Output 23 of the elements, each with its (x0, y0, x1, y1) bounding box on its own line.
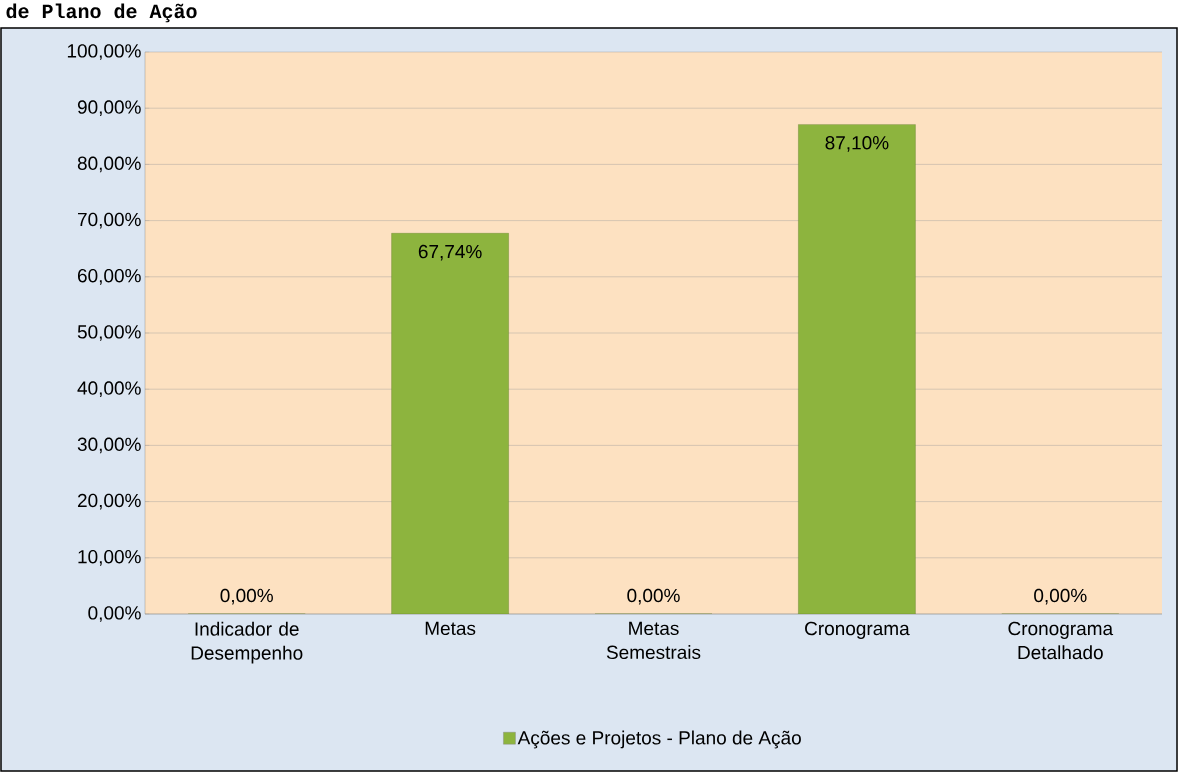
chart-title: de Plano de Ação (6, 3, 197, 23)
x-tick-label: Metas (425, 621, 476, 636)
y-tick-label: 60,00% (77, 268, 141, 285)
y-tick-label: 0,00% (88, 606, 141, 622)
y-tick-label: 30,00% (77, 437, 141, 454)
y-tick-label: 70,00% (78, 212, 141, 229)
y-tick-label: 90,00% (77, 100, 141, 117)
y-tick-label: 10,00% (78, 549, 141, 566)
x-tick-label: Metas Semestrais (606, 621, 701, 660)
y-tick-label: 50,00% (77, 325, 141, 341)
x-tick-label: Cronograma (805, 621, 910, 639)
data-label: 0,00% (627, 588, 680, 605)
legend-label: Ações e Projetos - Plano de Ação (517, 730, 801, 749)
y-tick-label: 20,00% (77, 493, 141, 510)
x-tick-label: Indicador de Desempenho (191, 621, 303, 664)
x-tick-label: Cronograma Detalhado (1008, 621, 1114, 660)
y-tick-label: 80,00% (77, 156, 141, 173)
data-label: 87,10% (825, 136, 889, 152)
y-tick-label: 100,00% (67, 44, 141, 60)
data-label: 0,00% (1034, 588, 1087, 605)
data-label: 0,00% (220, 588, 273, 605)
data-label: 67,74% (418, 244, 482, 261)
y-tick-label: 40,00% (77, 381, 141, 398)
